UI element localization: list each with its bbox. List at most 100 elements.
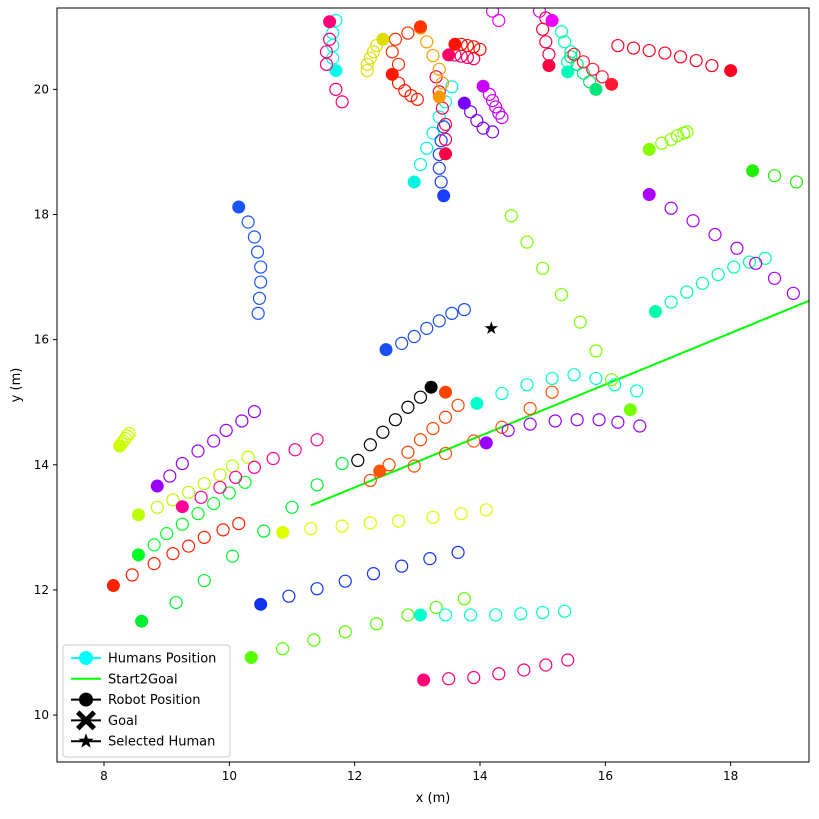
- human-4-history-point: [163, 469, 177, 483]
- human-10-history-point: [401, 608, 415, 622]
- human-10-history-point: [370, 617, 384, 631]
- human-1-history-point: [216, 523, 230, 537]
- human-24-history-point: [673, 50, 688, 64]
- human-17-history-point: [432, 314, 446, 328]
- human-36-position: [329, 64, 343, 78]
- human-16-position: [479, 436, 493, 450]
- robot-history-point: [413, 390, 428, 404]
- robot-history-point: [388, 413, 402, 427]
- human-8-history-point: [338, 574, 352, 588]
- human-34-history-point: [388, 32, 402, 46]
- human-37-history-point: [335, 95, 349, 109]
- human-2-history-point: [175, 517, 189, 531]
- human-13-history-point: [426, 421, 440, 436]
- human-20-history-point: [711, 267, 725, 282]
- x-tick-label: 12: [347, 769, 362, 783]
- legend-label: Humans Position: [108, 652, 216, 667]
- human-3-position: [131, 508, 145, 522]
- y-tick-label: 18: [34, 207, 49, 221]
- human-35-history-point: [363, 51, 377, 65]
- human-19-history-point: [554, 287, 569, 302]
- y-tick-label: 10: [34, 708, 49, 722]
- human-27-position: [439, 147, 453, 161]
- human-37-history-point: [329, 82, 343, 96]
- y-tick-label: 20: [34, 82, 49, 96]
- human-7-history-point: [304, 522, 318, 536]
- human-9-history-point: [197, 573, 211, 588]
- human-13-history-point: [363, 473, 377, 488]
- human-29-position: [432, 90, 446, 104]
- human-5-history-point: [266, 451, 280, 466]
- human-32-history-point: [473, 42, 487, 56]
- human-1-history-point: [182, 539, 196, 553]
- human-13-history-point: [451, 398, 465, 412]
- human-8-history-point: [366, 567, 381, 581]
- legend-label: Selected Human: [108, 735, 215, 750]
- human-32-history-point: [467, 40, 481, 54]
- human-4-history-point: [175, 456, 189, 471]
- human-18-history-point: [250, 245, 265, 259]
- human-31-position: [442, 48, 456, 62]
- human-16-history-point: [592, 413, 606, 427]
- y-tick-label: 16: [34, 333, 49, 347]
- human-19-history-point: [604, 373, 619, 387]
- human-5-history-point: [247, 460, 261, 474]
- human-8-history-point: [282, 589, 296, 603]
- human-12-history-point: [467, 670, 481, 685]
- selected-human-star: [484, 321, 498, 335]
- human-20-history-point: [680, 285, 694, 299]
- human-1-history-point: [125, 568, 139, 582]
- human-17-history-point: [407, 329, 421, 344]
- y-axis: 10 12 14 16 18 20: [34, 82, 57, 722]
- human-33-history-point: [410, 92, 424, 106]
- human-12-history-point: [442, 672, 456, 686]
- human-21-history-point: [749, 256, 763, 270]
- human-11-history-point: [514, 607, 528, 621]
- human-16-history-point: [501, 423, 515, 437]
- human-2-history-point: [238, 475, 252, 489]
- human-19-position: [623, 403, 637, 417]
- human-13-history-point: [413, 433, 428, 447]
- human-4-history-point: [191, 444, 205, 458]
- y-axis-label: y (m): [9, 368, 24, 403]
- human-23-history-point: [655, 136, 669, 150]
- human-28-history-point: [476, 121, 490, 135]
- human-35-position: [376, 32, 390, 46]
- human-3-history-point: [213, 468, 227, 482]
- human-16-history-point: [570, 413, 584, 427]
- human-18-history-point: [252, 291, 267, 305]
- human-41-history-point: [586, 62, 600, 76]
- human-19-history-point: [520, 235, 534, 249]
- human-18-position: [232, 200, 246, 214]
- human-19-history-point: [573, 315, 587, 329]
- human-27-history-point: [438, 117, 453, 131]
- plot-area: [106, 8, 819, 687]
- human-15-history-point: [630, 384, 644, 398]
- human-41-history-point: [595, 70, 609, 84]
- human-29-history-point: [435, 76, 449, 90]
- human-38-history-point: [542, 47, 556, 61]
- x-tick-label: 10: [222, 769, 237, 783]
- human-20-history-point: [727, 260, 741, 274]
- human-25-history-point: [426, 126, 440, 140]
- human-4-history-point: [235, 414, 249, 428]
- human-1-history-point: [147, 557, 161, 571]
- robot-history-point: [376, 425, 390, 439]
- human-8-history-point: [451, 545, 465, 559]
- human-10-position: [244, 651, 258, 665]
- human-19-history-point: [504, 209, 518, 223]
- human-35-history-point: [366, 45, 381, 59]
- human-22-history-point: [812, 182, 819, 194]
- human-28-history-point: [485, 125, 500, 139]
- human-40-position: [589, 82, 603, 96]
- human-29-history-point: [426, 48, 440, 63]
- human-4-history-point: [219, 423, 233, 437]
- human-3-history-point: [225, 459, 240, 473]
- human-17-position: [379, 343, 393, 357]
- human-38-position: [542, 59, 556, 73]
- human-5-history-point: [194, 490, 208, 504]
- human-5-history-point: [213, 480, 227, 494]
- x-tick-label: 18: [723, 769, 738, 783]
- x-axis-label: x (m): [416, 791, 451, 806]
